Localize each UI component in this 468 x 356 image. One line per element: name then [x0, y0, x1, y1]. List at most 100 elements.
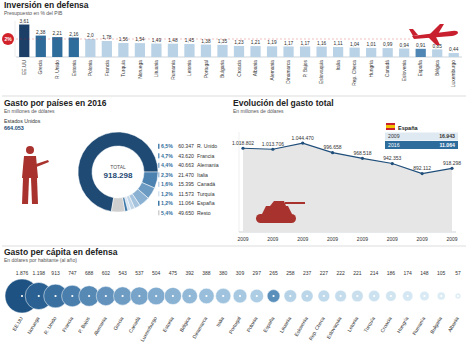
bar: [217, 45, 227, 57]
data-label: 1,49: [152, 38, 162, 43]
bubble-center: [256, 295, 258, 297]
data-label: 388: [202, 270, 211, 276]
data-label: 1,78: [102, 35, 112, 40]
data-label: 258: [286, 270, 295, 276]
bubble-center: [189, 295, 191, 297]
legend-value: 40.663: [178, 162, 194, 168]
slice: [78, 132, 158, 211]
tick-label: Croacia: [237, 60, 242, 77]
bubble-center: [356, 295, 358, 297]
bar: [267, 46, 277, 57]
bar: [19, 25, 29, 57]
data-label: 942.353: [383, 155, 401, 161]
bubble: [420, 291, 430, 301]
center-title: TOTAL: [110, 164, 126, 170]
data-label: 1,38: [201, 39, 211, 44]
bubble: [147, 287, 165, 305]
legend-percent: 4,4%: [161, 162, 173, 168]
bubble-center: [457, 295, 459, 297]
bar: [283, 46, 293, 57]
data-label: 892.112: [413, 165, 431, 171]
data-label: 504: [152, 270, 161, 276]
legend-swatch: [158, 153, 160, 158]
bubble: [335, 290, 347, 302]
title: Gasto per cápita en defensa: [4, 247, 118, 257]
point: [271, 148, 274, 151]
data-label: 1.876: [16, 270, 29, 276]
line-chart: Evolución del gasto totalEn millones de …: [232, 98, 461, 242]
icon-part: [428, 37, 440, 45]
bubble: [113, 287, 131, 305]
bubble: [199, 288, 214, 303]
tick-label: Francia: [61, 315, 75, 333]
tick-label: Portugal: [227, 316, 242, 335]
bar: [300, 46, 310, 57]
data-label: 237: [303, 270, 312, 276]
legend-value: 11.573: [179, 191, 195, 197]
tick-label: Lituania: [278, 315, 292, 333]
tick-label: Alemania: [270, 60, 275, 81]
legend-value: 49.650: [178, 210, 194, 216]
tick-label: R. Unido: [42, 315, 57, 335]
tick-label: Albania: [253, 60, 258, 77]
bubble-center: [138, 295, 140, 297]
inset-row: [385, 141, 458, 149]
tick-label: Bélgica: [435, 60, 440, 76]
data-label: 688: [85, 270, 94, 276]
bubble: [250, 289, 264, 303]
tick-label: Eslovaquia: [319, 60, 324, 84]
bar: [383, 48, 393, 57]
point: [450, 167, 453, 170]
tick-label: Croacia: [379, 315, 393, 333]
bar: [135, 43, 145, 57]
data-label: 996.658: [324, 144, 342, 150]
data-label: 747: [68, 270, 77, 276]
bar: [449, 53, 459, 57]
data-label: 2,38: [36, 30, 46, 35]
separator: [2, 96, 466, 97]
tick-label: 2009: [357, 236, 368, 242]
bar: [316, 47, 326, 57]
tick-label: Hungría: [369, 60, 374, 78]
tick-label: 2009: [417, 236, 428, 242]
bubble: [130, 287, 148, 305]
tick-label: España: [262, 315, 276, 333]
bubble: [368, 290, 379, 301]
tick-label: Rep. Checa: [352, 60, 357, 86]
legend-label: Italia: [197, 172, 208, 178]
data-label: 0,99: [383, 42, 393, 47]
tick-label: 2009: [327, 236, 338, 242]
data-label: 1,48: [168, 38, 178, 43]
data-label: 1,35: [218, 39, 228, 44]
bubble-center: [222, 295, 224, 297]
inset-cell: 11.064: [439, 142, 455, 148]
data-label: 186: [387, 270, 396, 276]
tick-label: Italia: [336, 60, 341, 71]
inset-cell: 2016: [388, 142, 400, 148]
tick-label: Bélgica: [178, 315, 192, 332]
subtitle: En dólares por habitante (al año): [4, 257, 77, 263]
data-label: 1,11: [334, 41, 343, 46]
axis-line: [239, 132, 240, 232]
legend-label: Resto: [197, 210, 211, 216]
bubble-chart: Gasto per cápita en defensaEn dólares po…: [4, 247, 461, 343]
data-label: 1.044.470: [292, 135, 314, 141]
bubble: [164, 287, 181, 304]
reference-line: [16, 39, 410, 40]
area: [243, 143, 452, 232]
bubble-center: [71, 295, 73, 297]
icon-part: [409, 29, 418, 36]
donut-chart: Gasto por países en 2016En millones de d…: [4, 98, 219, 216]
bar: [36, 36, 46, 57]
bar: [168, 44, 178, 57]
tick-label: Rumanía: [411, 315, 426, 336]
legend-value: 43.620: [178, 153, 194, 159]
flag: [386, 123, 395, 125]
legend-swatch: [158, 172, 160, 177]
legend-percent: 4,7%: [161, 153, 173, 159]
bar: [250, 46, 260, 57]
legend-value: 15.395: [178, 181, 194, 187]
data-label: 297: [253, 270, 262, 276]
bars: [19, 25, 459, 57]
data-label: 0,94: [400, 43, 410, 48]
